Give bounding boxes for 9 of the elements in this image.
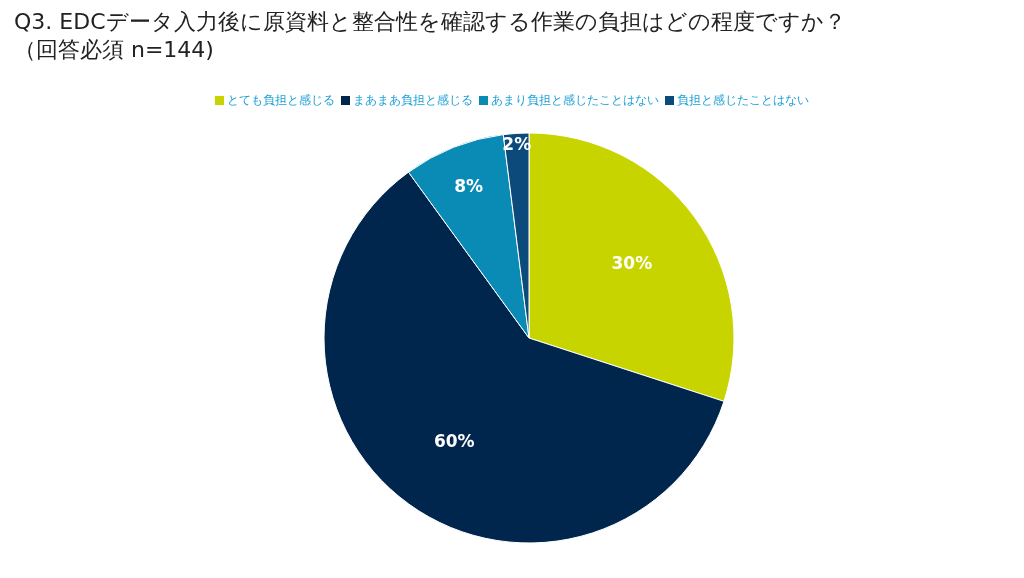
legend-label: 負担と感じたことはない — [676, 92, 809, 109]
data-label: 30% — [611, 253, 653, 274]
data-label: 60% — [433, 430, 475, 451]
chart-title: Q3. EDCデータ入力後に原資料と整合性を確認する作業の負担はどの程度ですか？ — [14, 8, 847, 36]
legend-label: あまり負担と感じたことはない — [490, 92, 659, 109]
legend-label: まあまあ負担と感じる — [352, 92, 473, 109]
legend-label: とても負担と感じる — [226, 92, 335, 109]
data-label: 8% — [454, 175, 484, 196]
chart-subtitle: （回答必須 n=144) — [14, 36, 215, 64]
